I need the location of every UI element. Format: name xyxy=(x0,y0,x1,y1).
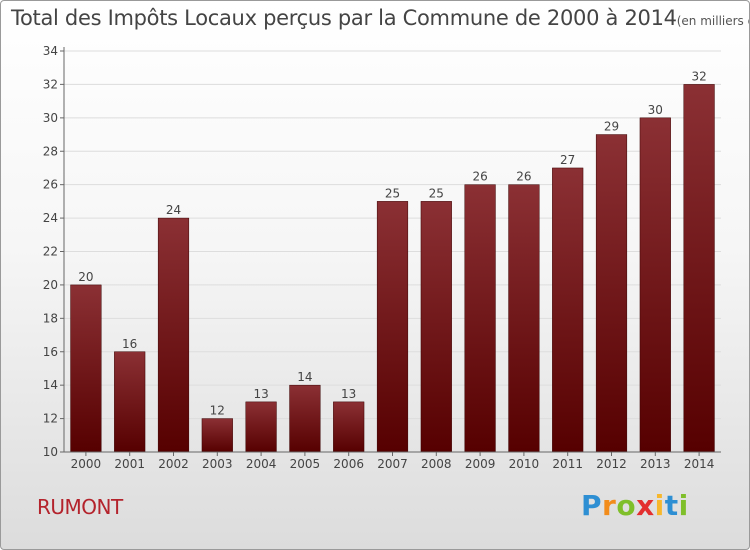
x-tick-label: 2003 xyxy=(202,457,233,471)
x-tick-label: 2013 xyxy=(640,457,671,471)
bar xyxy=(464,184,496,453)
bar xyxy=(595,134,628,453)
x-tick-label: 2009 xyxy=(465,457,496,471)
bar-value-label: 14 xyxy=(297,370,312,384)
bar xyxy=(508,184,540,453)
commune-name: RUMONT xyxy=(37,495,123,519)
bar-value-label: 26 xyxy=(516,170,531,184)
logo-letter: o xyxy=(616,489,637,522)
bar-value-label: 27 xyxy=(560,153,575,167)
proxiti-logo: Proxiti xyxy=(581,489,689,522)
y-tick-label: 16 xyxy=(43,345,58,359)
x-tick-label: 2010 xyxy=(509,457,540,471)
bar xyxy=(333,401,365,453)
bar-value-label: 20 xyxy=(78,270,93,284)
bar-value-label: 13 xyxy=(341,387,356,401)
y-tick-label: 10 xyxy=(43,445,58,459)
y-tick-label: 18 xyxy=(43,311,58,325)
bar xyxy=(201,418,233,453)
bar-value-label: 26 xyxy=(472,170,487,184)
logo-letter: x xyxy=(636,489,655,522)
bar xyxy=(245,401,277,453)
axes: 10 12 14 16 18 20 22 24 26 28 30 32 34 2000 2001 2002 20… xyxy=(43,44,721,471)
y-tick-label: 20 xyxy=(43,278,58,292)
bar xyxy=(157,217,190,453)
bar-value-label: 25 xyxy=(385,186,400,200)
logo-letter: t xyxy=(664,489,679,522)
bars: 20 16 24 12 13 14 13 25 25 26 26 27 29 30 32 xyxy=(70,69,715,453)
logo-letter: i xyxy=(678,489,689,522)
x-tick-label: 2005 xyxy=(290,457,321,471)
y-tick-label: 24 xyxy=(43,211,58,225)
bar-value-label: 30 xyxy=(648,103,663,117)
bar xyxy=(376,201,409,453)
bar-value-label: 32 xyxy=(691,69,706,83)
bar-value-label: 12 xyxy=(210,404,225,418)
bar-value-label: 24 xyxy=(166,203,181,217)
chart-title-text: Total des Impôts Locaux perçus par la Co… xyxy=(11,6,677,30)
x-tick-label: 2002 xyxy=(158,457,189,471)
y-tick-label: 34 xyxy=(43,44,58,58)
bar-value-label: 16 xyxy=(122,337,137,351)
y-tick-label: 14 xyxy=(43,378,58,392)
bar xyxy=(683,84,715,453)
x-tick-label: 2012 xyxy=(596,457,627,471)
bar-value-label: 25 xyxy=(429,186,444,200)
y-tick-label: 22 xyxy=(43,245,58,259)
y-tick-label: 28 xyxy=(43,144,58,158)
bar xyxy=(420,201,452,453)
bar xyxy=(552,167,584,453)
bar xyxy=(114,351,146,453)
x-tick-label: 2006 xyxy=(333,457,364,471)
logo-letter: i xyxy=(654,489,665,522)
bar xyxy=(289,384,321,453)
bar xyxy=(639,117,671,453)
logo-letter: P xyxy=(581,489,603,522)
y-tick-label: 30 xyxy=(43,111,58,125)
x-tick-label: 2007 xyxy=(377,457,408,471)
x-tick-label: 2004 xyxy=(246,457,277,471)
bar-value-label: 29 xyxy=(604,120,619,134)
x-tick-label: 2008 xyxy=(421,457,452,471)
y-tick-label: 26 xyxy=(43,178,58,192)
x-tick-label: 2011 xyxy=(552,457,583,471)
x-tick-label: 2001 xyxy=(114,457,145,471)
x-tick-label: 2014 xyxy=(684,457,715,471)
bar-value-label: 13 xyxy=(253,387,268,401)
logo-letter: r xyxy=(602,489,617,522)
chart-title: Total des Impôts Locaux perçus par la Co… xyxy=(11,6,749,30)
y-tick-label: 32 xyxy=(43,77,58,91)
unit-label: (en milliers d'€) xyxy=(676,14,749,28)
y-tick-label: 12 xyxy=(43,412,58,426)
bar xyxy=(70,284,102,453)
x-tick-label: 2000 xyxy=(71,457,102,471)
